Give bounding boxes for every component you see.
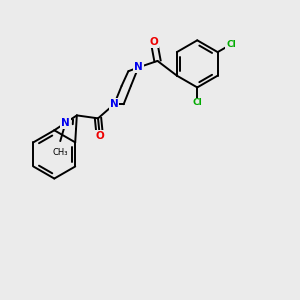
- Text: N: N: [61, 118, 70, 128]
- Text: O: O: [150, 37, 158, 47]
- Text: O: O: [95, 131, 104, 141]
- Text: N: N: [110, 99, 118, 109]
- Text: CH₃: CH₃: [52, 148, 68, 157]
- Text: N: N: [134, 62, 143, 72]
- Text: Cl: Cl: [192, 98, 202, 107]
- Text: Cl: Cl: [226, 40, 236, 49]
